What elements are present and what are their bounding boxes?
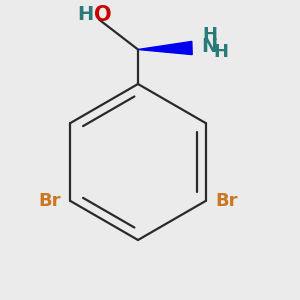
Text: H: H	[202, 26, 217, 44]
Text: O: O	[94, 5, 112, 25]
Text: H: H	[77, 4, 94, 24]
Text: H: H	[213, 43, 228, 61]
Polygon shape	[138, 41, 192, 55]
Text: N: N	[201, 37, 218, 56]
Text: Br: Br	[38, 192, 61, 210]
Text: Br: Br	[215, 192, 238, 210]
